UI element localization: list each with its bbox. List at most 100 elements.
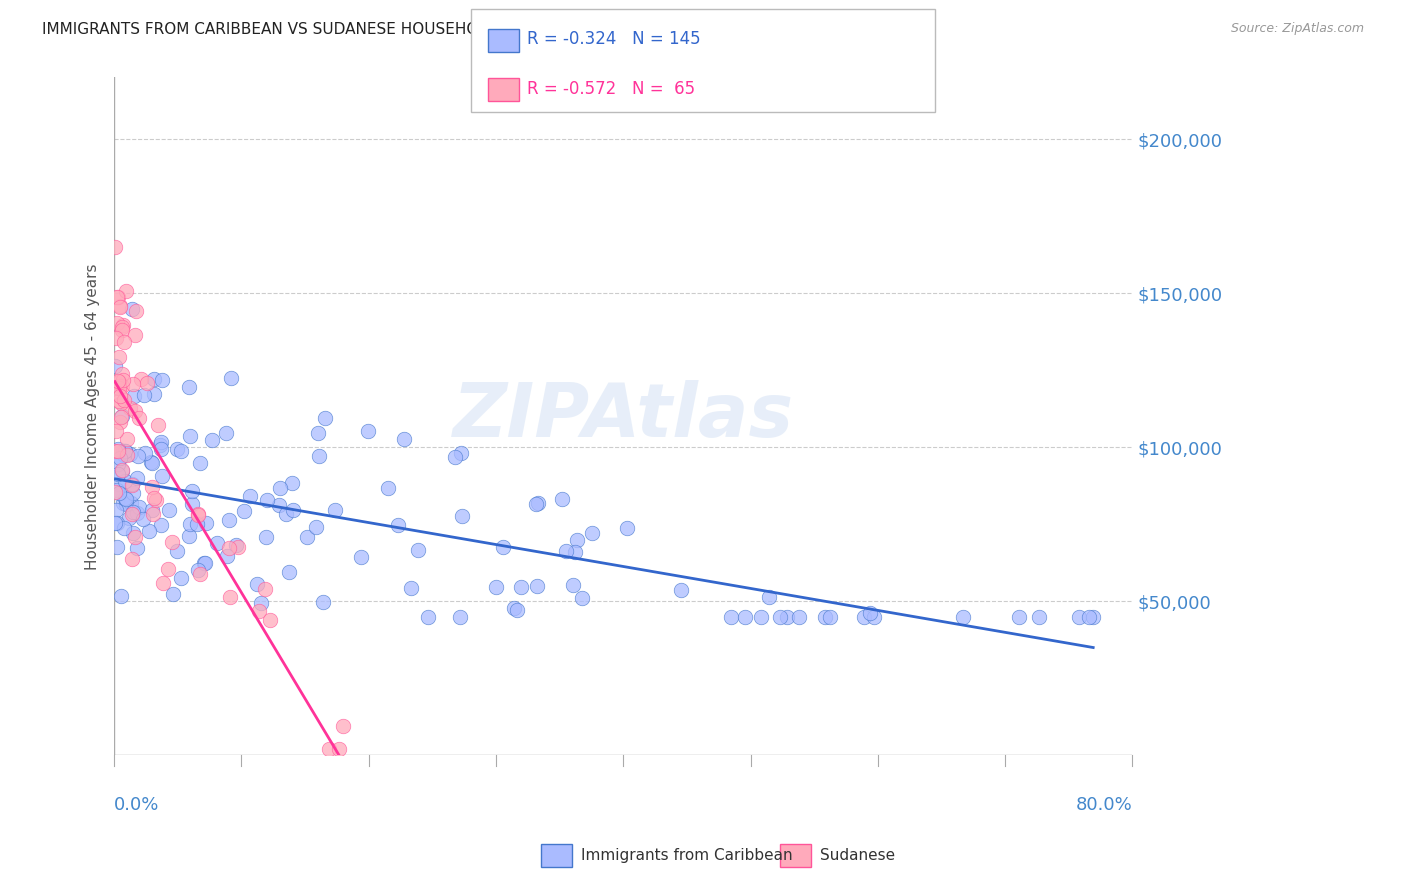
Point	[111, 323, 134, 337]
Point	[114, 498, 136, 512]
Point	[146, 418, 169, 433]
Text: Immigrants from Caribbean: Immigrants from Caribbean	[581, 848, 793, 863]
Point	[215, 549, 238, 564]
Point	[111, 464, 134, 478]
Point	[105, 290, 128, 304]
Point	[105, 483, 128, 497]
Point	[332, 719, 354, 733]
Point	[114, 444, 136, 458]
Point	[180, 497, 202, 511]
Point	[201, 433, 224, 447]
Point	[169, 443, 191, 458]
Point	[671, 582, 693, 597]
Point	[121, 477, 143, 491]
Point	[295, 531, 318, 545]
Point	[194, 556, 217, 570]
Point	[219, 371, 242, 385]
Point	[108, 394, 131, 409]
Point	[357, 424, 380, 438]
Point	[141, 456, 163, 470]
Point	[188, 456, 211, 470]
Point	[179, 517, 201, 532]
Point	[187, 508, 209, 522]
Point	[281, 502, 304, 516]
Text: R = -0.324   N = 145: R = -0.324 N = 145	[527, 30, 700, 48]
Point	[114, 491, 136, 505]
Point	[121, 505, 143, 519]
Point	[179, 429, 201, 443]
Point	[107, 443, 129, 458]
Point	[314, 411, 336, 425]
Point	[181, 483, 204, 498]
Text: 0.0%: 0.0%	[114, 796, 159, 814]
Point	[107, 379, 129, 393]
Point	[311, 595, 333, 609]
Point	[444, 450, 467, 465]
Point	[256, 493, 278, 508]
Point	[323, 503, 346, 517]
Point	[107, 442, 129, 457]
Point	[1077, 609, 1099, 624]
Point	[233, 504, 256, 518]
Text: Source: ZipAtlas.com: Source: ZipAtlas.com	[1230, 22, 1364, 36]
Point	[120, 401, 142, 415]
Point	[111, 373, 134, 387]
Point	[734, 609, 756, 624]
Point	[416, 609, 439, 624]
Point	[104, 485, 127, 500]
Point	[186, 516, 208, 531]
Point	[121, 552, 143, 566]
Point	[274, 508, 297, 522]
Point	[859, 606, 882, 620]
Point	[108, 486, 131, 500]
Point	[406, 543, 429, 558]
Point	[187, 508, 209, 522]
Point	[121, 301, 143, 316]
Point	[110, 415, 132, 429]
Point	[104, 330, 127, 344]
Point	[110, 589, 132, 603]
Point	[110, 300, 132, 314]
Point	[110, 395, 132, 409]
Point	[269, 481, 291, 495]
Point	[484, 580, 506, 594]
Point	[107, 290, 129, 304]
Point	[551, 492, 574, 507]
Point	[142, 507, 165, 521]
Point	[134, 446, 156, 460]
Point	[277, 565, 299, 579]
Point	[162, 534, 184, 549]
Point	[122, 525, 145, 540]
Point	[141, 503, 163, 517]
Point	[105, 316, 128, 330]
Point	[505, 603, 527, 617]
Point	[239, 489, 262, 503]
Point	[503, 601, 526, 615]
Point	[143, 372, 166, 386]
Point	[121, 486, 143, 500]
Point	[149, 442, 172, 456]
Point	[157, 562, 180, 576]
Point	[524, 497, 547, 511]
Point	[105, 541, 128, 555]
Point	[166, 442, 188, 457]
Point	[170, 571, 193, 585]
Point	[141, 480, 163, 494]
Point	[143, 387, 166, 401]
Point	[110, 450, 132, 465]
Point	[104, 359, 127, 373]
Point	[149, 518, 172, 533]
Point	[349, 549, 371, 564]
Point	[150, 373, 173, 387]
Point	[720, 609, 742, 624]
Point	[863, 609, 886, 624]
Point	[108, 389, 131, 403]
Point	[818, 609, 841, 624]
Point	[308, 449, 330, 463]
Point	[110, 368, 132, 382]
Point	[111, 444, 134, 458]
Point	[112, 448, 135, 462]
Point	[104, 503, 127, 517]
Point	[775, 609, 797, 624]
Point	[115, 449, 138, 463]
